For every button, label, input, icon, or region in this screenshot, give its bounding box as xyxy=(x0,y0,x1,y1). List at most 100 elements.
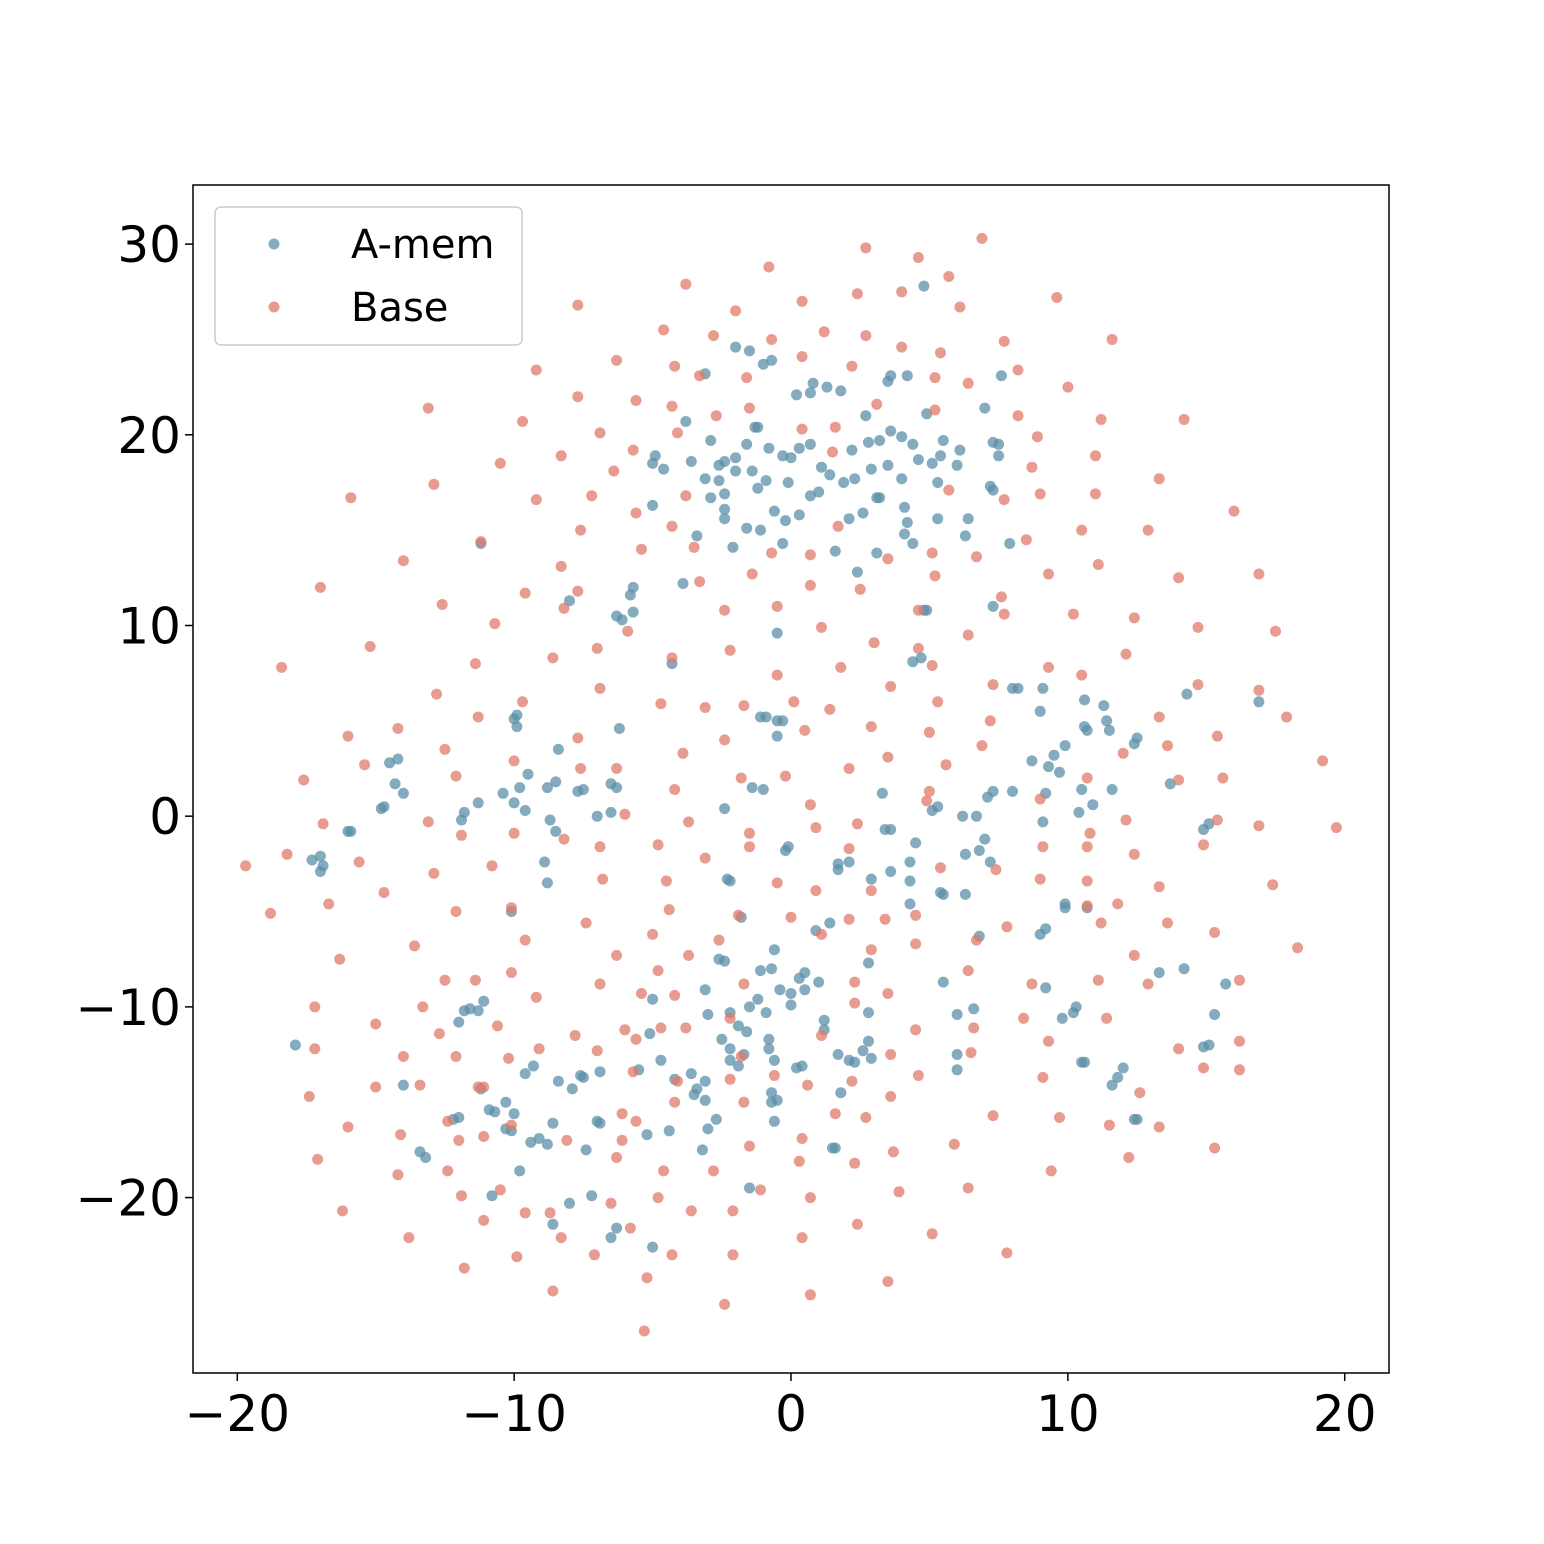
point-a-mem xyxy=(829,545,841,557)
point-a-mem xyxy=(843,513,855,525)
point-base xyxy=(860,1112,872,1123)
point-base xyxy=(1031,431,1043,443)
point-base xyxy=(619,808,631,820)
point-a-mem xyxy=(818,1014,830,1026)
point-base xyxy=(708,1165,719,1177)
point-base xyxy=(1076,524,1088,536)
point-a-mem xyxy=(702,1123,714,1135)
point-a-mem xyxy=(685,1068,697,1080)
point-base xyxy=(458,1262,470,1274)
point-a-mem xyxy=(289,1039,301,1051)
point-base xyxy=(555,450,567,462)
point-a-mem xyxy=(768,1115,780,1127)
point-base xyxy=(611,949,623,961)
point-a-mem xyxy=(1004,538,1016,549)
point-a-mem xyxy=(901,370,913,382)
point-a-mem xyxy=(907,538,919,549)
point-a-mem xyxy=(865,873,877,885)
point-a-mem xyxy=(777,538,789,549)
point-a-mem xyxy=(849,473,861,485)
point-a-mem xyxy=(680,416,692,427)
point-a-mem xyxy=(849,1056,861,1068)
point-base xyxy=(926,1228,938,1240)
point-base xyxy=(672,427,683,439)
point-a-mem xyxy=(719,456,731,467)
point-base xyxy=(1034,873,1046,885)
point-base xyxy=(1153,473,1165,485)
point-a-mem xyxy=(397,787,409,799)
point-base xyxy=(1037,1071,1049,1083)
point-a-mem xyxy=(1098,700,1110,712)
point-a-mem xyxy=(885,370,897,382)
point-a-mem xyxy=(768,1054,780,1066)
point-base xyxy=(1051,292,1063,303)
point-a-mem xyxy=(995,370,1007,382)
point-base xyxy=(865,944,877,956)
point-a-mem xyxy=(1117,1062,1129,1074)
point-base xyxy=(1020,534,1032,546)
point-base xyxy=(586,490,598,502)
point-base xyxy=(943,484,955,496)
point-a-mem xyxy=(760,475,772,487)
point-a-mem xyxy=(1079,1056,1090,1068)
point-a-mem xyxy=(533,1133,545,1144)
point-a-mem xyxy=(979,402,991,414)
point-base xyxy=(450,1051,462,1062)
point-base xyxy=(544,1207,556,1219)
point-base xyxy=(1330,822,1342,834)
point-base xyxy=(1211,730,1223,742)
point-a-mem xyxy=(550,825,562,837)
point-a-mem xyxy=(719,503,731,515)
point-base xyxy=(879,913,891,925)
point-base xyxy=(1076,669,1088,681)
point-base xyxy=(616,1134,628,1146)
point-a-mem xyxy=(863,957,874,969)
point-a-mem xyxy=(699,984,711,996)
point-a-mem xyxy=(766,963,778,975)
point-base xyxy=(971,934,982,946)
point-a-mem xyxy=(1043,761,1054,773)
point-base xyxy=(802,1079,814,1091)
point-base xyxy=(442,1115,454,1127)
point-base xyxy=(1037,841,1049,853)
point-base xyxy=(882,1276,894,1287)
point-base xyxy=(719,734,731,746)
point-base xyxy=(519,587,531,599)
point-base xyxy=(1142,524,1154,536)
point-a-mem xyxy=(993,450,1005,462)
point-a-mem xyxy=(824,917,836,929)
points-layer xyxy=(240,232,1342,1337)
point-base xyxy=(724,644,736,656)
point-a-mem xyxy=(959,530,971,542)
point-base xyxy=(710,410,722,422)
point-base xyxy=(669,1096,681,1108)
point-base xyxy=(1045,1165,1057,1177)
point-a-mem xyxy=(691,1083,703,1095)
point-base xyxy=(1084,827,1096,839)
point-a-mem xyxy=(397,1079,409,1091)
point-base xyxy=(619,1024,631,1036)
point-base xyxy=(605,1197,617,1209)
point-base xyxy=(976,740,988,752)
point-a-mem xyxy=(611,1222,623,1234)
point-a-mem xyxy=(594,1066,606,1078)
point-a-mem xyxy=(907,438,919,450)
point-a-mem xyxy=(885,866,897,877)
point-a-mem xyxy=(813,486,825,498)
point-base xyxy=(439,974,451,986)
point-a-mem xyxy=(843,856,855,868)
point-base xyxy=(428,478,440,490)
point-base xyxy=(735,1051,747,1062)
plot-frame xyxy=(192,184,1390,1374)
point-base xyxy=(378,887,390,898)
point-base xyxy=(558,602,570,614)
point-base xyxy=(572,732,584,744)
point-base xyxy=(1067,608,1079,620)
point-base xyxy=(984,715,996,727)
point-base xyxy=(317,818,329,830)
point-base xyxy=(1281,711,1293,723)
point-base xyxy=(755,1184,766,1196)
point-a-mem xyxy=(785,988,797,999)
point-base xyxy=(436,599,448,610)
point-base xyxy=(1081,900,1093,912)
